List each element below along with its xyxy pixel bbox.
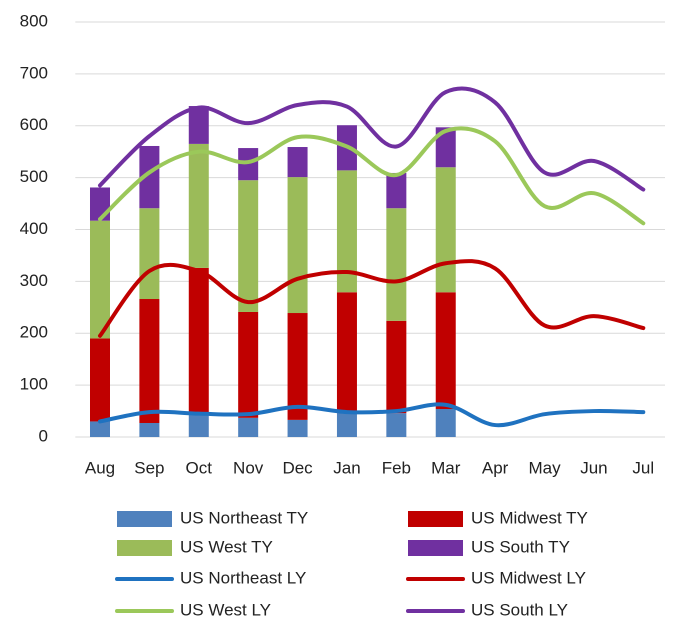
y-tick-label: 0	[39, 426, 48, 445]
bar	[238, 148, 259, 181]
bar	[139, 422, 160, 437]
legend-label: US South LY	[471, 600, 568, 619]
x-tick-label: Jan	[333, 458, 360, 477]
legend-swatch	[117, 540, 172, 556]
bar	[386, 320, 407, 414]
bar	[386, 413, 407, 437]
bar	[139, 145, 160, 209]
bar	[238, 180, 259, 312]
y-tick-label: 400	[20, 219, 48, 238]
bar	[238, 417, 259, 437]
legend-label: US Northeast TY	[180, 508, 308, 527]
x-tick-label: Dec	[282, 458, 313, 477]
bar	[287, 419, 308, 437]
bar	[188, 143, 209, 268]
legend-label: US Midwest TY	[471, 508, 588, 527]
line	[97, 126, 646, 226]
bar	[435, 127, 456, 168]
bar	[435, 408, 456, 437]
x-tick-label: Oct	[186, 458, 213, 477]
legend-label: US Northeast LY	[180, 568, 306, 587]
line	[97, 86, 646, 192]
legend-label: US West TY	[180, 537, 273, 556]
bar	[336, 413, 357, 437]
line	[97, 402, 646, 428]
legend-label: US South TY	[471, 537, 570, 556]
bar	[386, 172, 407, 209]
bar	[336, 170, 357, 293]
legend-swatch	[117, 511, 172, 527]
bar	[336, 292, 357, 414]
y-tick-label: 200	[20, 323, 48, 342]
bar	[89, 338, 110, 422]
x-tick-label: Nov	[233, 458, 264, 477]
bar	[139, 299, 160, 423]
x-tick-label: Aug	[85, 458, 115, 477]
x-tick-label: Sep	[134, 458, 164, 477]
x-tick-label: Apr	[482, 458, 509, 477]
y-tick-label: 300	[20, 271, 48, 290]
y-tick-label: 800	[20, 11, 48, 30]
bar	[188, 412, 209, 437]
y-tick-label: 500	[20, 167, 48, 186]
y-tick-label: 100	[20, 375, 48, 394]
bar	[89, 187, 110, 221]
bar	[139, 208, 160, 300]
y-tick-label: 700	[20, 63, 48, 82]
legend-swatch	[408, 511, 463, 527]
x-tick-label: Jun	[580, 458, 607, 477]
bar	[89, 421, 110, 437]
bar	[386, 208, 407, 321]
bar	[435, 292, 456, 409]
bar	[238, 311, 259, 418]
bar	[287, 147, 308, 178]
x-tick-label: May	[528, 458, 561, 477]
legend-label: US Midwest LY	[471, 568, 586, 587]
bar	[89, 220, 110, 339]
bar	[287, 177, 308, 314]
y-tick-label: 600	[20, 115, 48, 134]
bar	[188, 106, 209, 144]
legend-label: US West LY	[180, 600, 271, 619]
x-tick-label: Jul	[632, 458, 654, 477]
line	[97, 259, 646, 338]
legend-swatch	[408, 540, 463, 556]
bar	[287, 313, 308, 420]
x-tick-label: Feb	[382, 458, 411, 477]
x-tick-label: Mar	[431, 458, 461, 477]
bar	[188, 267, 209, 413]
bar	[435, 167, 456, 293]
